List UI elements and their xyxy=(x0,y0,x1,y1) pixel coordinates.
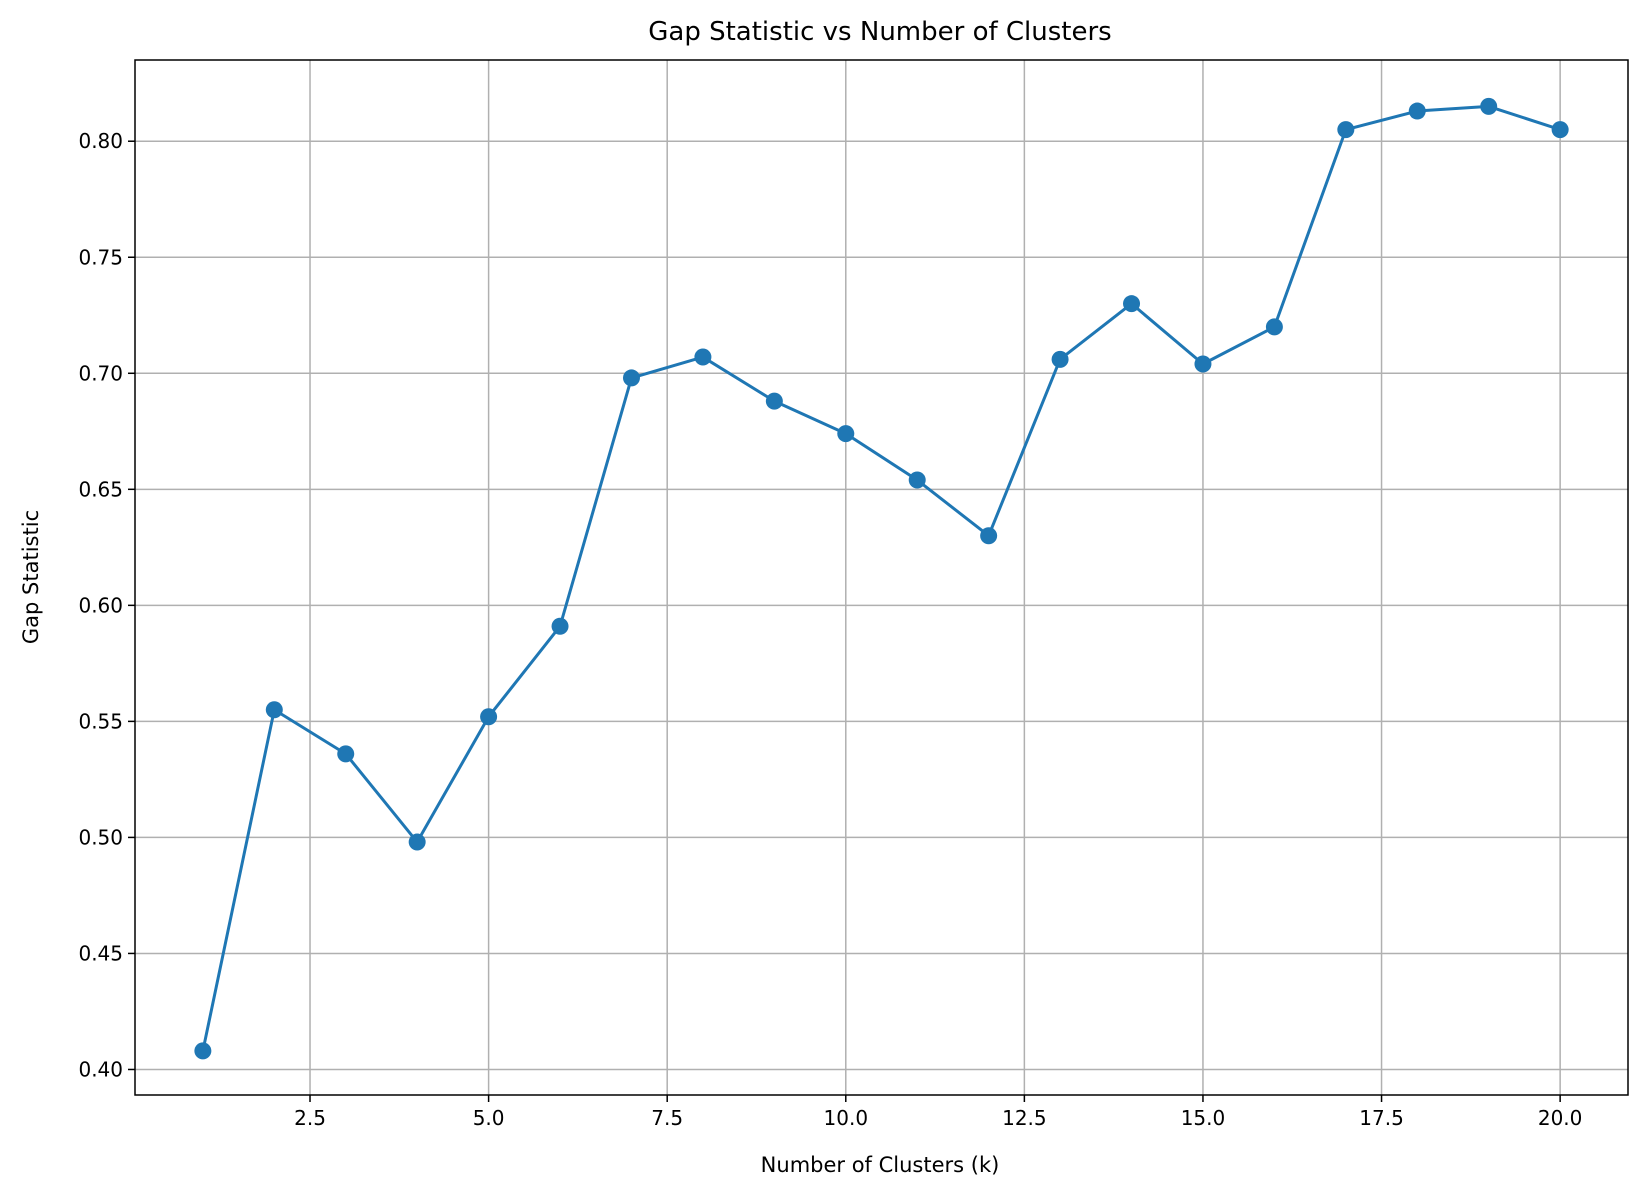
y-tick-label: 0.50 xyxy=(78,825,123,849)
x-tick-label: 20.0 xyxy=(1538,1106,1583,1130)
y-tick-label: 0.45 xyxy=(78,941,123,965)
data-point xyxy=(694,348,712,366)
data-point xyxy=(480,708,498,726)
x-tick-label: 7.5 xyxy=(651,1106,683,1130)
series-line xyxy=(201,104,1561,1052)
data-point xyxy=(551,617,569,635)
x-tick-label: 12.5 xyxy=(1002,1106,1047,1130)
data-point xyxy=(337,745,355,763)
x-tick-label: 5.0 xyxy=(473,1106,505,1130)
data-point xyxy=(1123,295,1141,313)
data-point xyxy=(1051,350,1069,368)
data-point xyxy=(622,369,640,387)
data-point xyxy=(1194,355,1212,373)
chart-title: Gap Statistic vs Number of Clusters xyxy=(648,17,1111,47)
axis-ticks: 2.5 5.0 7.5 10.0 12.5 15.0 17.5 20.0 0.40 0.45 0.5… xyxy=(78,129,1582,1130)
data-point xyxy=(194,1042,212,1060)
y-tick-label: 0.75 xyxy=(78,245,123,269)
y-tick-label: 0.55 xyxy=(78,709,123,733)
data-point xyxy=(765,392,783,410)
data-point xyxy=(908,471,926,489)
data-point xyxy=(1408,102,1426,120)
x-tick-label: 2.5 xyxy=(294,1106,326,1130)
data-point xyxy=(980,527,998,545)
y-tick-label: 0.80 xyxy=(78,129,123,153)
plot-area-frame xyxy=(134,59,1629,1096)
data-point xyxy=(408,833,426,851)
data-point xyxy=(265,701,283,719)
y-tick-label: 0.40 xyxy=(78,1057,123,1081)
data-point xyxy=(837,425,855,443)
series-gap-statistic xyxy=(194,97,1569,1060)
y-tick-label: 0.65 xyxy=(78,477,123,501)
grid-lines xyxy=(135,60,1628,1095)
data-point xyxy=(1265,318,1283,336)
data-point xyxy=(1337,121,1355,139)
x-tick-label: 17.5 xyxy=(1359,1106,1404,1130)
y-tick-label: 0.60 xyxy=(78,593,123,617)
x-axis-title: Number of Clusters (k) xyxy=(761,1153,1000,1177)
data-point xyxy=(1480,97,1498,115)
data-point xyxy=(1551,121,1569,139)
x-tick-label: 15.0 xyxy=(1181,1106,1226,1130)
x-tick-label: 10.0 xyxy=(824,1106,869,1130)
y-axis-title: Gap Statistic xyxy=(19,510,43,644)
y-tick-label: 0.70 xyxy=(78,361,123,385)
